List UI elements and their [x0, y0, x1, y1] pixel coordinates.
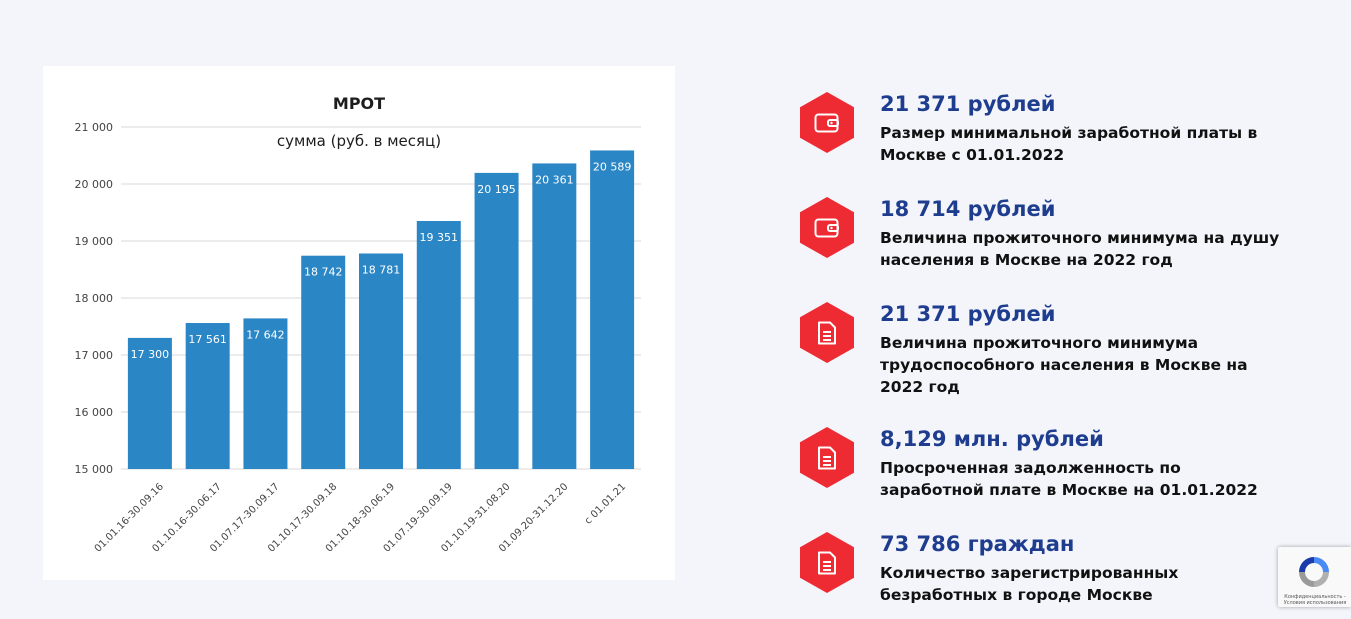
bar-value-label: 19 351 — [420, 231, 459, 244]
wallet-icon — [814, 113, 839, 132]
bar-value-label: 17 561 — [188, 333, 227, 346]
bar — [590, 150, 635, 469]
stat-value: 21 371 рублей — [880, 302, 1056, 326]
bar — [185, 323, 230, 469]
stat-value: 21 371 рублей — [880, 92, 1056, 116]
stat-description: Величина прожиточного минимума на душу н… — [880, 229, 1280, 269]
stat-description: Количество зарегистрированных безработны… — [880, 564, 1179, 604]
y-tick-label: 18 000 — [75, 292, 114, 305]
bar-value-label: 17 642 — [246, 328, 285, 341]
stat-description: Просроченная задолженность по заработной… — [880, 459, 1258, 499]
wallet-icon — [814, 218, 839, 237]
bar — [532, 163, 577, 469]
stat-hex-badge — [800, 427, 854, 488]
stat-hex-badge — [800, 302, 854, 363]
document-icon — [818, 551, 836, 574]
bar-value-label: 20 361 — [535, 173, 574, 186]
x-tick-label: с 01.01.21 — [583, 481, 628, 526]
stat-description: Размер минимальной заработной платы в Мо… — [880, 124, 1258, 164]
y-tick-label: 17 000 — [75, 349, 114, 362]
y-tick-label: 20 000 — [75, 178, 114, 191]
chart-subtitle: сумма (руб. в месяц) — [276, 132, 442, 150]
bar-value-label: 18 742 — [304, 266, 343, 279]
bar — [243, 318, 288, 469]
y-tick-label: 16 000 — [75, 406, 114, 419]
document-icon — [818, 321, 836, 344]
recaptcha-text[interactable]: Конфиденциальность - Условия использован… — [1283, 594, 1347, 606]
recaptcha-icon — [1299, 557, 1329, 587]
chart-title: МРОТ — [332, 94, 386, 113]
stat-value: 73 786 граждан — [880, 532, 1075, 556]
bar — [416, 220, 461, 469]
bar-value-label: 20 195 — [477, 183, 516, 196]
bar-value-label: 20 589 — [593, 160, 632, 173]
bar-value-label: 17 300 — [131, 348, 170, 361]
bar — [359, 253, 403, 469]
stat-value: 18 714 рублей — [880, 197, 1056, 221]
y-tick-label: 19 000 — [75, 235, 114, 248]
document-icon — [818, 446, 836, 469]
stat-value: 8,129 млн. рублей — [880, 427, 1104, 451]
bar — [301, 255, 346, 469]
bar — [127, 337, 172, 469]
stat-hex-badge — [800, 92, 854, 153]
bar-value-label: 18 781 — [362, 263, 401, 276]
stat-hex-badge — [800, 532, 854, 593]
bar — [474, 172, 519, 469]
stat-description: Величина прожиточного минимума трудоспос… — [880, 334, 1248, 396]
y-tick-label: 21 000 — [75, 121, 114, 134]
mrot-bar-chart: 15 000 16 000 17 000 18 000 19 000 20 000 21 0… — [75, 121, 641, 555]
stat-hex-badge — [800, 197, 854, 258]
chart-card: 15 000 16 000 17 000 18 000 19 000 20 000 21 0… — [43, 66, 675, 580]
y-tick-label: 15 000 — [75, 463, 114, 476]
recaptcha-badge[interactable]: Конфиденциальность - Условия использован… — [1278, 547, 1351, 607]
